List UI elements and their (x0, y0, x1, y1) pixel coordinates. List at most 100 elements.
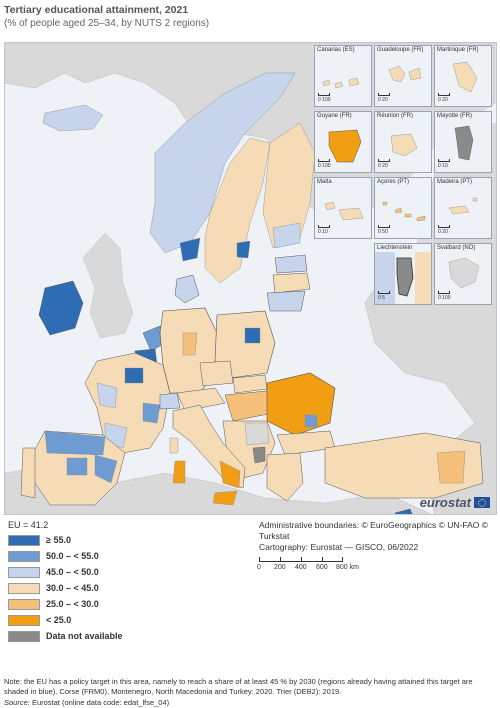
inset-scale: 0 5 (378, 291, 390, 301)
inset-scale: 0 20 (438, 93, 450, 103)
map-frame: Canarias (ES) 0 100 Guadeloupe (FR) 0 20… (4, 42, 497, 515)
credits-cartography: Cartography: Eurostat — GISCO, 06/2022 (259, 542, 419, 552)
region-spain-east (94, 454, 118, 484)
region-denmark (174, 274, 200, 304)
legend-eu-total: EU = 41.2 (8, 520, 49, 530)
credits-boundaries: Administrative boundaries: © EuroGeograp… (259, 520, 489, 541)
region-austria (176, 387, 226, 412)
inset-scale: 0 100 (438, 291, 451, 301)
region-turkey-east (436, 450, 466, 484)
legend-label: 30.0 – < 45.0 (46, 583, 99, 593)
region-spain-madrid (66, 457, 88, 476)
legend-label: < 25.0 (46, 615, 72, 625)
region-uk (82, 232, 134, 339)
inset-reunion: Réunion (FR) 0 20 (374, 111, 432, 173)
legend-item: 25.0 – < 30.0 (8, 597, 123, 611)
region-sweden-stockholm (236, 240, 251, 259)
source-prefix: Source: (4, 698, 30, 707)
europe-map (5, 43, 496, 514)
region-corsica (169, 437, 179, 454)
inset-acores: Açores (PT) 0 50 (374, 177, 432, 239)
source-code: Eurostat (online data code: edat_lfse_04… (31, 698, 170, 707)
logo-text: eurostat (419, 495, 471, 510)
region-switzerland (159, 392, 181, 410)
scale-label: 200 (274, 564, 286, 571)
legend-label: 45.0 – < 50.0 (46, 567, 99, 577)
legend-swatch (8, 598, 40, 610)
legend-swatch (8, 566, 40, 578)
legend-item: < 25.0 (8, 613, 123, 627)
eu-flag-icon (474, 497, 490, 508)
region-france-paris (124, 367, 144, 384)
map-subtitle: (% of people aged 25–34, by NUTS 2 regio… (4, 18, 210, 29)
region-hungary (224, 390, 274, 422)
inset-label: Malta (317, 179, 332, 185)
inset-scale: 0 100 (318, 93, 331, 103)
region-estonia (274, 254, 308, 274)
inset-label: Svalbard (NO) (437, 245, 476, 251)
inset-label: Açores (PT) (377, 179, 410, 185)
legend-label: 50.0 – < 55.0 (46, 551, 99, 561)
region-norway (149, 72, 296, 254)
inset-martinique: Martinique (FR) 0 20 (434, 45, 492, 107)
region-sardinia (172, 460, 186, 484)
region-romania-bucharest (304, 414, 318, 428)
inset-scale: 0 100 (318, 159, 331, 169)
inset-malta: Malta 0 10 (314, 177, 372, 239)
legend-item: ≥ 55.0 (8, 533, 123, 547)
legend-label: 25.0 – < 30.0 (46, 599, 99, 609)
legend: EU = 41.2 ≥ 55.0 50.0 – < 55.0 45.0 – < 50… (8, 520, 123, 645)
inset-label: Réunion (FR) (377, 113, 414, 119)
source-text: Source: Eurostat (online data code: edat… (4, 698, 169, 707)
inset-mayotte: Mayotte (FR) 0 10 (434, 111, 492, 173)
inset-svalbard: Svalbard (NO) 0 100 (434, 243, 492, 305)
inset-label: Madeira (PT) (437, 179, 473, 185)
inset-guadeloupe: Guadeloupe (FR) 0 20 (374, 45, 432, 107)
legend-swatch (8, 550, 40, 562)
region-iceland (42, 104, 104, 132)
scale-bar: 0 200 400 600 800 km (257, 556, 379, 572)
region-norway-oslo (179, 237, 201, 262)
inset-label: Canarias (ES) (317, 47, 355, 53)
legend-label: Data not available (46, 631, 123, 641)
inset-scale: 0 20 (378, 159, 390, 169)
inset-guyane: Guyane (FR) 0 100 (314, 111, 372, 173)
region-czechia (199, 360, 234, 387)
legend-swatch (8, 614, 40, 626)
legend-item: 30.0 – < 45.0 (8, 581, 123, 595)
eurostat-logo: eurostat (420, 495, 490, 510)
scale-label: 800 km (336, 564, 359, 571)
inset-liechtenstein: Liechtenstein 0 5 (374, 243, 432, 305)
note-text: Note: the EU has a policy target in this… (4, 677, 473, 696)
region-latvia (272, 272, 311, 294)
inset-scale: 0 50 (378, 225, 390, 235)
region-greece (266, 452, 304, 502)
legend-swatch (8, 582, 40, 594)
inset-scale: 0 10 (438, 159, 450, 169)
legend-item: 45.0 – < 50.0 (8, 565, 123, 579)
inset-label: Liechtenstein (377, 245, 413, 251)
region-spain-north (44, 430, 106, 456)
region-finland-south (272, 222, 301, 249)
legend-label: ≥ 55.0 (46, 535, 71, 545)
inset-label: Martinique (FR) (437, 47, 479, 53)
region-lithuania (266, 290, 306, 312)
inset-scale: 0 10 (318, 225, 330, 235)
region-slovakia (232, 374, 268, 394)
inset-madeira: Madeira (PT) 0 20 (434, 177, 492, 239)
region-france-lyon (142, 402, 161, 424)
map-title: Tertiary educational attainment, 2021 (4, 4, 189, 16)
region-france-west (96, 382, 118, 409)
legend-swatch (8, 630, 40, 642)
region-cyprus (394, 508, 413, 514)
inset-canarias: Canarias (ES) 0 100 (314, 45, 372, 107)
scale-label: 0 (257, 564, 261, 571)
inset-label: Guadeloupe (FR) (377, 47, 424, 53)
inset-label: Guyane (FR) (317, 113, 352, 119)
region-romania (266, 372, 336, 436)
legend-item: 50.0 – < 55.0 (8, 549, 123, 563)
region-sweden (204, 137, 271, 284)
inset-label: Mayotte (FR) (437, 113, 473, 119)
inset-scale: 0 20 (438, 225, 450, 235)
scale-label: 600 (316, 564, 328, 571)
